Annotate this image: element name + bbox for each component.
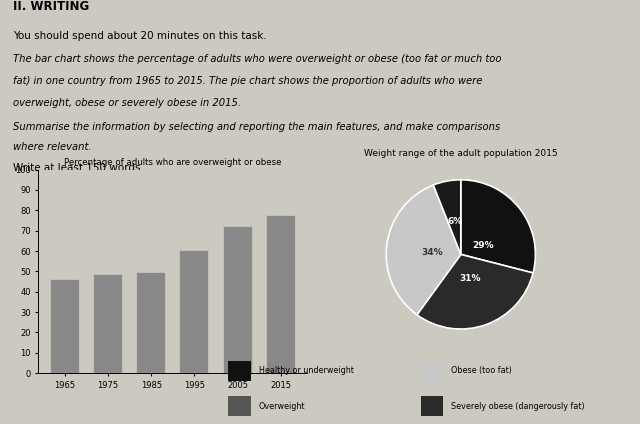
Bar <box>137 273 165 373</box>
Title: Percentage of adults who are overweight or obese: Percentage of adults who are overweight … <box>64 159 282 167</box>
Text: Severely obese (dangerously fat): Severely obese (dangerously fat) <box>451 402 585 411</box>
Wedge shape <box>386 185 461 315</box>
Bar <box>94 276 122 373</box>
Text: 34%: 34% <box>422 248 444 257</box>
Text: 31%: 31% <box>459 274 481 283</box>
Text: Overweight: Overweight <box>259 402 305 411</box>
Bar <box>267 216 295 373</box>
Text: 29%: 29% <box>472 241 494 250</box>
Wedge shape <box>417 254 533 329</box>
Text: Obese (too fat): Obese (too fat) <box>451 366 512 375</box>
Wedge shape <box>461 180 536 273</box>
Title: Weight range of the adult population 2015: Weight range of the adult population 201… <box>364 148 557 158</box>
Bar <box>228 396 251 416</box>
Text: Healthy or underweight: Healthy or underweight <box>259 366 354 375</box>
Bar <box>223 226 252 373</box>
Text: fat) in one country from 1965 to 2015. The pie chart shows the proportion of adu: fat) in one country from 1965 to 2015. T… <box>13 76 482 86</box>
Text: where relevant.: where relevant. <box>13 142 92 153</box>
Bar <box>180 251 209 373</box>
Text: Summarise the information by selecting and reporting the main features, and make: Summarise the information by selecting a… <box>13 122 500 132</box>
Bar <box>51 279 79 373</box>
Wedge shape <box>433 180 461 254</box>
Bar <box>228 361 251 381</box>
Text: II. WRITING: II. WRITING <box>13 0 89 13</box>
Text: Write at least 150 words.: Write at least 150 words. <box>13 163 143 173</box>
Text: You should spend about 20 minutes on this task.: You should spend about 20 minutes on thi… <box>13 31 266 41</box>
Bar <box>420 361 443 381</box>
Bar <box>420 396 443 416</box>
Text: 6%: 6% <box>447 217 463 226</box>
Text: overweight, obese or severely obese in 2015.: overweight, obese or severely obese in 2… <box>13 98 241 109</box>
Text: The bar chart shows the percentage of adults who were overweight or obese (too f: The bar chart shows the percentage of ad… <box>13 54 501 64</box>
